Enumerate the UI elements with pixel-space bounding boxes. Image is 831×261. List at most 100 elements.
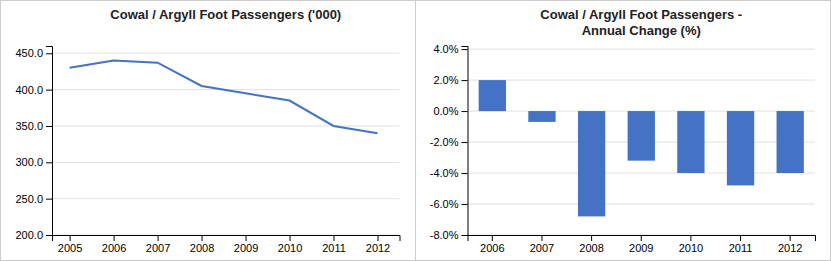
x-tick: 2012 (366, 235, 390, 254)
x-axis-line (468, 236, 816, 242)
x-tick-label: 2006 (480, 242, 504, 254)
grid-line (52, 125, 400, 126)
x-tick: 2009 (629, 235, 653, 254)
y-axis-line (462, 47, 469, 236)
x-tick: 2011 (322, 235, 346, 254)
x-tick-label: 2012 (778, 242, 802, 254)
x-tick-mark (378, 235, 379, 241)
x-tick-label: 2009 (629, 242, 653, 254)
panel: 2006200720082009201020112012-8.0%-6.0%-4… (430, 7, 816, 254)
x-tick: 2010 (278, 235, 302, 254)
x-tick-label: 2010 (679, 242, 703, 254)
x-tick: 2011 (729, 235, 753, 254)
marks (70, 61, 378, 134)
x-tick-label: 2008 (579, 242, 603, 254)
y-tick-mark (462, 173, 468, 174)
line (70, 61, 378, 134)
y-tick: 250.0 (15, 193, 52, 205)
y-axis-line (46, 47, 53, 236)
y-tick: -4.0% (430, 167, 468, 179)
x-tick: 2010 (679, 235, 703, 254)
y-tick-mark (46, 53, 52, 54)
y-tick: 4.0% (433, 43, 467, 55)
x-tick-mark (290, 235, 291, 241)
grid-line (468, 49, 816, 50)
y-tick-mark (46, 162, 52, 163)
y-tick-label: 450.0 (15, 47, 43, 59)
y-tick: 400.0 (15, 84, 52, 96)
y-tick-label: 2.0% (433, 74, 458, 86)
bar (479, 80, 506, 111)
y-tick: 300.0 (15, 156, 52, 168)
x-tick-mark (690, 235, 691, 241)
y-tick-label: 400.0 (15, 84, 43, 96)
x-tick-label: 2007 (146, 242, 170, 254)
x-tick-mark (334, 235, 335, 241)
x-tick-mark (202, 235, 203, 241)
y-tick-mark (462, 142, 468, 143)
y-tick-mark (462, 235, 468, 236)
x-tick-mark (541, 235, 542, 241)
x-tick-mark (158, 235, 159, 241)
y-tick: 2.0% (433, 74, 467, 86)
grid-line (52, 162, 400, 163)
grid-line (468, 80, 816, 81)
x-tick-label: 2011 (322, 242, 346, 254)
x-axis-line (53, 236, 401, 242)
y-tick-label: 300.0 (15, 156, 43, 168)
plot-area: 2006200720082009201020112012-8.0%-6.0%-4… (430, 43, 816, 254)
bar (628, 111, 655, 161)
grid-line (52, 53, 400, 54)
y-tick: 450.0 (15, 47, 52, 59)
y-tick-mark (46, 126, 52, 127)
y-tick: 200.0 (15, 229, 52, 241)
x-tick: 2007 (146, 235, 170, 254)
x-tick: 2005 (58, 235, 82, 254)
x-tick-label: 2007 (530, 242, 554, 254)
x-tick-mark (246, 235, 247, 241)
x-tick: 2012 (778, 235, 802, 254)
y-tick-label: 250.0 (15, 193, 43, 205)
x-tick-mark (591, 235, 592, 241)
divider (415, 0, 416, 261)
y-tick-mark (46, 199, 52, 200)
bar (578, 111, 605, 216)
x-tick-mark (641, 235, 642, 241)
x-tick: 2007 (530, 235, 554, 254)
grid-line (52, 198, 400, 199)
x-axis: 2006 2007 2008 2009 2010 2011 2012 (468, 235, 816, 254)
x-tick: 2006 (480, 235, 504, 254)
y-tick: 0.0% (433, 105, 467, 117)
y-tick-mark (462, 111, 468, 112)
y-tick-label: -8.0% (430, 229, 459, 241)
title: Cowal / Argyll Foot Passengers ('000) (110, 7, 341, 22)
y-tick-label: 4.0% (433, 43, 458, 55)
bar (528, 111, 555, 122)
panel: 20052006200720082009201020112012200.0250… (15, 7, 400, 254)
bar (727, 111, 754, 185)
y-tick-label: 200.0 (15, 229, 43, 241)
y-tick-label: 0.0% (433, 105, 458, 117)
x-tick-mark (740, 235, 741, 241)
y-tick-label: 350.0 (15, 120, 43, 132)
grid-line (468, 204, 816, 205)
x-tick-mark (70, 235, 71, 241)
x-axis: 20052006200720082009201020112012 (53, 235, 401, 254)
x-tick-label: 2006 (102, 242, 126, 254)
y-tick-label: -4.0% (430, 167, 459, 179)
title: Cowal / Argyll Foot Passengers -Annual C… (540, 7, 742, 38)
x-tick-label: 2010 (278, 242, 302, 254)
y-tick-mark (462, 204, 468, 205)
y-tick-mark (46, 235, 52, 236)
x-tick-mark (114, 235, 115, 241)
grid-line (468, 173, 816, 174)
y-tick: -2.0% (430, 136, 468, 148)
x-tick-mark (790, 235, 791, 241)
x-tick-label: 2011 (729, 242, 753, 254)
x-tick-label: 2012 (366, 242, 390, 254)
x-tick: 2008 (579, 235, 603, 254)
x-tick-mark (492, 235, 493, 241)
x-tick-label: 2008 (190, 242, 214, 254)
frame (1, 1, 831, 261)
y-tick-label: -2.0% (430, 136, 459, 148)
